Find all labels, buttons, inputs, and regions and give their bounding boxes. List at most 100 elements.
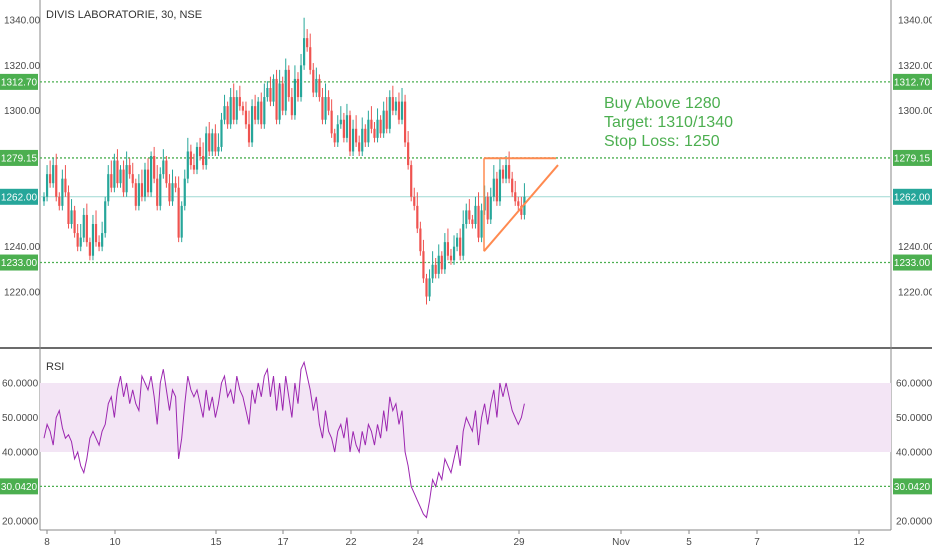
candle-body [449,255,453,261]
candle-body [452,246,456,261]
x-tick-2: 15 [210,537,222,548]
candle-body [330,110,333,134]
candle-body [110,174,113,188]
candle-body [394,101,397,111]
candle-body [333,133,336,143]
candle-body [159,174,162,206]
candle-body [339,119,342,125]
level-badge-1-left [0,149,38,166]
rsi-level-badge-0-right [893,478,932,495]
rsi-level-badge-0-right-label: 30.0420 [894,482,931,493]
candle-body [235,97,238,120]
candle-body [162,160,165,175]
x-tick-4: 22 [345,537,357,548]
candles [42,17,526,305]
rsi-tick-left-3: 20.0000 [2,517,39,528]
candle-body [79,237,82,247]
last-price-badge-right [893,188,932,205]
candle-body [88,242,91,256]
x-tick-3: 17 [277,537,289,548]
candle-body [278,83,281,120]
level-badge-1-left-label: 1279.15 [1,153,38,164]
candle-body [232,97,235,120]
candle-body [128,165,131,175]
level-badge-0-left-label: 1312.70 [1,77,38,88]
price-tick-right-0: 1340.00 [898,16,932,27]
candle-body [358,142,361,152]
candle-body [514,192,517,202]
level-badge-0-right-label: 1312.70 [894,77,931,88]
candle-body [180,205,183,238]
candle-body [431,264,434,279]
price-tick-right-1: 1320.00 [898,61,932,72]
level-badge-1-right-label: 1279.15 [894,153,931,164]
candle-body [223,106,226,120]
candle-body [327,97,330,111]
x-tick-9: 7 [754,537,760,548]
candle-body [186,151,189,179]
candle-body [348,115,352,152]
candle-body [462,224,465,256]
candle-body [428,278,431,297]
candle-body [440,255,443,270]
price-tick-right-3: 1240.00 [898,242,932,253]
price-badges: 1312.70 1312.70 1279.15 1279.15 1233.00 1233.… [0,73,932,495]
candle-body [257,101,260,120]
candle-body [202,156,205,166]
candle-body [324,97,327,120]
candle-body [146,169,150,193]
x-tick-0: 8 [44,537,50,548]
candle-body [511,178,514,193]
x-tick-10: 12 [853,537,865,548]
candle-body [189,151,192,166]
candle-body [486,196,489,220]
candle-body [459,237,462,256]
candle-body [370,119,373,129]
price-tick-left-4: 1220.00 [4,288,41,299]
last-price-badge-right-label: 1262.00 [894,192,931,203]
candle-body [376,119,379,138]
candle-body [312,69,315,93]
candle-body [520,205,523,215]
candle-body [437,255,440,274]
candle-body [419,228,422,252]
candle-body [125,165,128,193]
candle-body [82,214,85,238]
candle-body [70,210,73,224]
candle-body [208,133,211,152]
rsi-series-line [43,360,525,519]
candle-body [492,178,495,197]
candle-body [122,169,125,193]
candle-body [116,160,119,184]
candle-body [73,210,76,234]
candle-body [281,83,284,111]
candle-body [382,110,385,134]
candle-body [342,119,345,138]
candle-body [498,169,502,202]
rsi-tick-left-0: 60.0000 [2,379,39,390]
candle-body [367,119,370,143]
last-price-badge-left [0,188,38,205]
candle-body [361,128,364,152]
candle-body [263,97,266,125]
candle-body [58,196,61,206]
chart-title: DIVIS LABORATORIE, 30, NSE [46,9,202,21]
candle-body [489,196,492,220]
candle-body [425,278,428,297]
candle-body [153,156,156,179]
annotation-stop: Stop Loss: 1250 [604,133,720,150]
candle-body [214,133,217,152]
candle-body [397,101,401,120]
rsi-line [43,360,525,519]
candle-body [416,205,419,229]
candle-body [413,196,416,206]
rsi-tick-right-1: 50.0000 [896,413,932,424]
candle-body [434,264,437,274]
candle-body [137,183,140,206]
candle-body [260,101,263,125]
candle-body [104,201,107,234]
candle-body [119,169,122,184]
candle-body [150,156,153,193]
candle-body [143,169,147,197]
